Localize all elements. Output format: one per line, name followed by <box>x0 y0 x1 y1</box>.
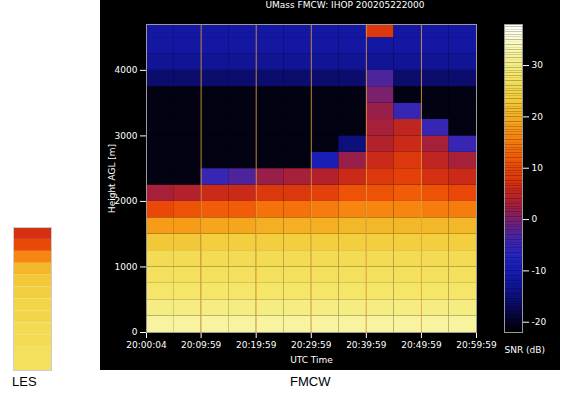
svg-text:0: 0 <box>132 327 138 337</box>
svg-text:20:39:59: 20:39:59 <box>346 340 387 350</box>
svg-text:-10: -10 <box>532 266 547 276</box>
svg-text:20:59:59: 20:59:59 <box>456 340 497 350</box>
html-text:LES: LES <box>12 374 37 389</box>
svg-text:20:29:59: 20:29:59 <box>291 340 332 350</box>
svg-text:2000: 2000 <box>115 196 138 206</box>
svg-text:0: 0 <box>532 214 538 224</box>
svg-text:20: 20 <box>532 112 544 122</box>
svg-text:SNR (dB): SNR (dB) <box>505 345 545 355</box>
svg-text:20:49:59: 20:49:59 <box>401 340 442 350</box>
svg-text:20:19:59: 20:19:59 <box>236 340 277 350</box>
svg-text:30: 30 <box>532 60 544 70</box>
svg-text:-20: -20 <box>532 317 547 327</box>
svg-text:3000: 3000 <box>115 131 138 141</box>
html-text:UMass FMCW: IHOP 200205222000: UMass FMCW: IHOP 200205222000 <box>265 0 425 10</box>
svg-text:1000: 1000 <box>115 262 138 272</box>
svg-text:4000: 4000 <box>115 65 138 75</box>
svg-text:UTC Time: UTC Time <box>290 355 333 365</box>
svg-text:20:09:59: 20:09:59 <box>181 340 222 350</box>
svg-text:Height AGL [m]: Height AGL [m] <box>107 144 117 213</box>
html-text:FMCW: FMCW <box>290 374 331 389</box>
svg-text:20:00:04: 20:00:04 <box>126 340 167 350</box>
svg-text:10: 10 <box>532 163 544 173</box>
